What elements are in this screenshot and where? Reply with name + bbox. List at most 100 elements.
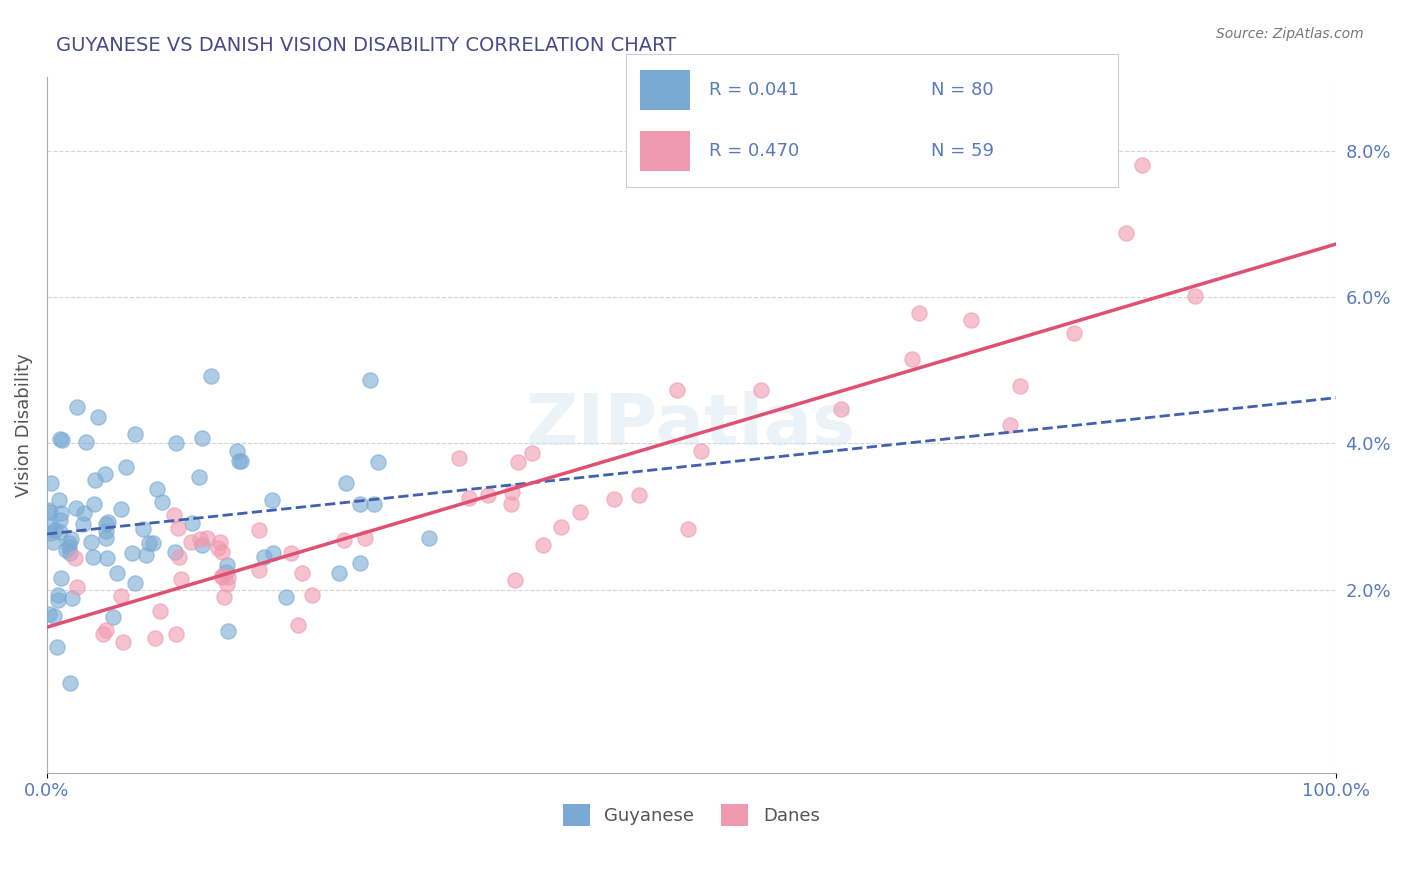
Point <box>211 570 233 584</box>
Text: R = 0.041: R = 0.041 <box>710 80 800 99</box>
Point <box>363 497 385 511</box>
Point <box>215 565 238 579</box>
Point <box>167 521 190 535</box>
Text: GUYANESE VS DANISH VISION DISABILITY CORRELATION CHART: GUYANESE VS DANISH VISION DISABILITY COR… <box>56 36 676 54</box>
Legend: Guyanese, Danes: Guyanese, Danes <box>555 797 827 833</box>
Point <box>215 577 238 591</box>
Point <box>166 435 188 450</box>
Point <box>38 607 60 621</box>
Point <box>602 491 624 506</box>
Point <box>187 469 209 483</box>
Point <box>46 593 69 607</box>
Point <box>217 624 239 638</box>
Point <box>200 368 222 383</box>
Point <box>418 531 440 545</box>
Point <box>676 522 699 536</box>
Point <box>207 541 229 556</box>
Point <box>80 534 103 549</box>
Point <box>211 545 233 559</box>
Point <box>63 551 86 566</box>
Point <box>190 538 212 552</box>
Point <box>82 550 104 565</box>
Point <box>900 352 922 367</box>
Point <box>499 497 522 511</box>
Point <box>51 433 73 447</box>
Point <box>332 533 354 547</box>
Point <box>39 518 62 533</box>
Point <box>94 531 117 545</box>
Point <box>138 536 160 550</box>
Point <box>506 455 529 469</box>
Point <box>751 383 773 397</box>
Point <box>165 545 187 559</box>
Point <box>42 609 65 624</box>
Point <box>115 459 138 474</box>
Point <box>94 516 117 531</box>
Point <box>143 631 166 645</box>
Point <box>335 475 357 490</box>
Point <box>568 505 591 519</box>
Point <box>96 624 118 638</box>
Point <box>477 488 499 502</box>
Point <box>280 546 302 560</box>
Point <box>145 482 167 496</box>
Point <box>38 526 60 541</box>
Point <box>328 566 350 580</box>
Point <box>503 573 526 587</box>
Point <box>212 591 235 605</box>
Point <box>39 476 62 491</box>
Point <box>105 566 128 581</box>
Point <box>165 627 187 641</box>
Point <box>1130 158 1153 172</box>
Point <box>167 549 190 564</box>
Point <box>907 306 929 320</box>
Point <box>58 540 80 554</box>
Point <box>163 508 186 522</box>
Point <box>247 562 270 576</box>
Point <box>65 501 87 516</box>
Point <box>181 516 204 530</box>
Point <box>150 495 173 509</box>
Point <box>217 570 239 584</box>
Point <box>97 515 120 529</box>
Point <box>349 556 371 570</box>
Point <box>87 410 110 425</box>
Point <box>262 546 284 560</box>
Point <box>110 501 132 516</box>
Point <box>49 432 72 446</box>
FancyBboxPatch shape <box>641 70 689 110</box>
Point <box>46 588 69 602</box>
Point <box>1063 326 1085 340</box>
Point <box>191 431 214 445</box>
Point <box>169 573 191 587</box>
Point <box>49 513 72 527</box>
Point <box>301 588 323 602</box>
Point <box>531 538 554 552</box>
Point <box>1115 227 1137 241</box>
Point <box>359 373 381 387</box>
Point <box>180 534 202 549</box>
Point <box>73 506 96 520</box>
Point <box>94 524 117 539</box>
Point <box>42 535 65 549</box>
Point <box>124 576 146 591</box>
Point <box>39 505 62 519</box>
Point <box>447 450 470 465</box>
Point <box>689 444 711 458</box>
Point <box>60 591 83 605</box>
Point <box>135 548 157 562</box>
Point <box>501 485 523 500</box>
Point <box>195 531 218 545</box>
Point <box>59 545 82 559</box>
Point <box>149 604 172 618</box>
Point <box>93 627 115 641</box>
Point <box>58 535 80 549</box>
Point <box>287 618 309 632</box>
Point <box>960 312 983 326</box>
Text: N = 80: N = 80 <box>931 80 994 99</box>
Point <box>190 532 212 546</box>
Point <box>59 532 82 546</box>
Point <box>457 491 479 505</box>
Point <box>830 401 852 416</box>
Point <box>49 506 72 520</box>
